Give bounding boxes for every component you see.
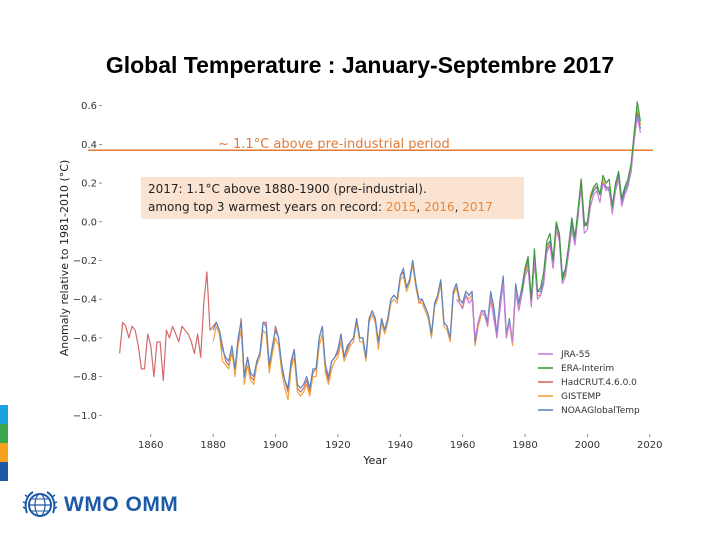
legend-entry: GISTEMP bbox=[561, 392, 601, 402]
legend-entry: ERA-Interim bbox=[561, 364, 614, 374]
annotation-line1: 2017: 1.1°C above 1880-1900 (pre-industr… bbox=[148, 182, 427, 196]
stripe-1 bbox=[0, 405, 8, 424]
x-tick-label: 1920 bbox=[325, 440, 350, 451]
legend: JRA-55 ERA-Interim HadCRUT.4.6.0.0 GISTEMP N… bbox=[538, 350, 640, 416]
x-axis-label: Year bbox=[362, 454, 387, 467]
annotation-year-2015: 2015 bbox=[386, 200, 417, 214]
wmo-globe-icon bbox=[22, 491, 58, 517]
wmo-logo-text: WMO OMM bbox=[64, 493, 179, 516]
series-line-era-interim bbox=[521, 101, 641, 300]
slide-title: Global Temperature : January-Septembre 2… bbox=[105, 52, 615, 78]
y-tick-label: −0.6 bbox=[73, 333, 97, 344]
annotation-line2: among top 3 warmest years on record: 201… bbox=[148, 200, 493, 214]
legend-entry: NOAAGlobalTemp bbox=[561, 406, 640, 416]
x-tick-label: 1900 bbox=[263, 440, 288, 451]
x-tick-label: 2020 bbox=[637, 440, 662, 451]
y-tick-label: −1.0 bbox=[73, 411, 97, 422]
annotation-sep2: , bbox=[455, 200, 463, 214]
y-tick-label: 0.4 bbox=[81, 140, 97, 151]
legend-entry: JRA-55 bbox=[560, 350, 590, 360]
x-tick-label: 1980 bbox=[512, 440, 537, 451]
series-line-jra-55 bbox=[455, 116, 641, 343]
x-tick-label: 1880 bbox=[200, 440, 225, 451]
reference-line-label: ~ 1.1°C above pre-industrial period bbox=[218, 137, 450, 152]
y-tick-label: 0.6 bbox=[81, 101, 97, 112]
series-group bbox=[119, 101, 641, 401]
y-tick-label: −0.8 bbox=[73, 372, 97, 383]
y-axis-ticks: 0.6 0.4 0.2 0.0 −0.2 −0.4 −0.6 −0.8 −1.0 bbox=[73, 101, 102, 422]
x-tick-label: 1960 bbox=[450, 440, 475, 451]
wmo-logo: WMO OMM bbox=[22, 487, 178, 523]
x-tick-label: 1860 bbox=[138, 440, 163, 451]
annotation-year-2016: 2016 bbox=[424, 200, 455, 214]
x-axis-ticks: 1860 1880 1900 1920 1940 1960 1980 2000 2020 bbox=[138, 434, 662, 451]
stripe-2 bbox=[0, 424, 8, 443]
stripe-3 bbox=[0, 443, 8, 462]
x-tick-label: 2000 bbox=[575, 440, 600, 451]
y-tick-label: −0.2 bbox=[73, 256, 97, 267]
y-tick-label: −0.4 bbox=[73, 295, 97, 306]
y-axis-label: Anomaly relative to 1981-2010 (°C) bbox=[58, 160, 71, 357]
y-tick-label: 0.0 bbox=[81, 217, 97, 228]
y-tick-label: 0.2 bbox=[81, 179, 97, 190]
legend-entry: HadCRUT.4.6.0.0 bbox=[561, 378, 637, 388]
series-line-noaaglobaltemp bbox=[212, 112, 641, 389]
stripe-4 bbox=[0, 462, 8, 481]
left-color-stripes bbox=[0, 405, 8, 481]
x-tick-label: 1940 bbox=[388, 440, 413, 451]
annotation-box bbox=[141, 177, 524, 219]
annotation-year-2017: 2017 bbox=[462, 200, 493, 214]
annotation-sep1: , bbox=[416, 200, 424, 214]
annotation-line2-prefix: among top 3 warmest years on record: bbox=[148, 200, 386, 214]
